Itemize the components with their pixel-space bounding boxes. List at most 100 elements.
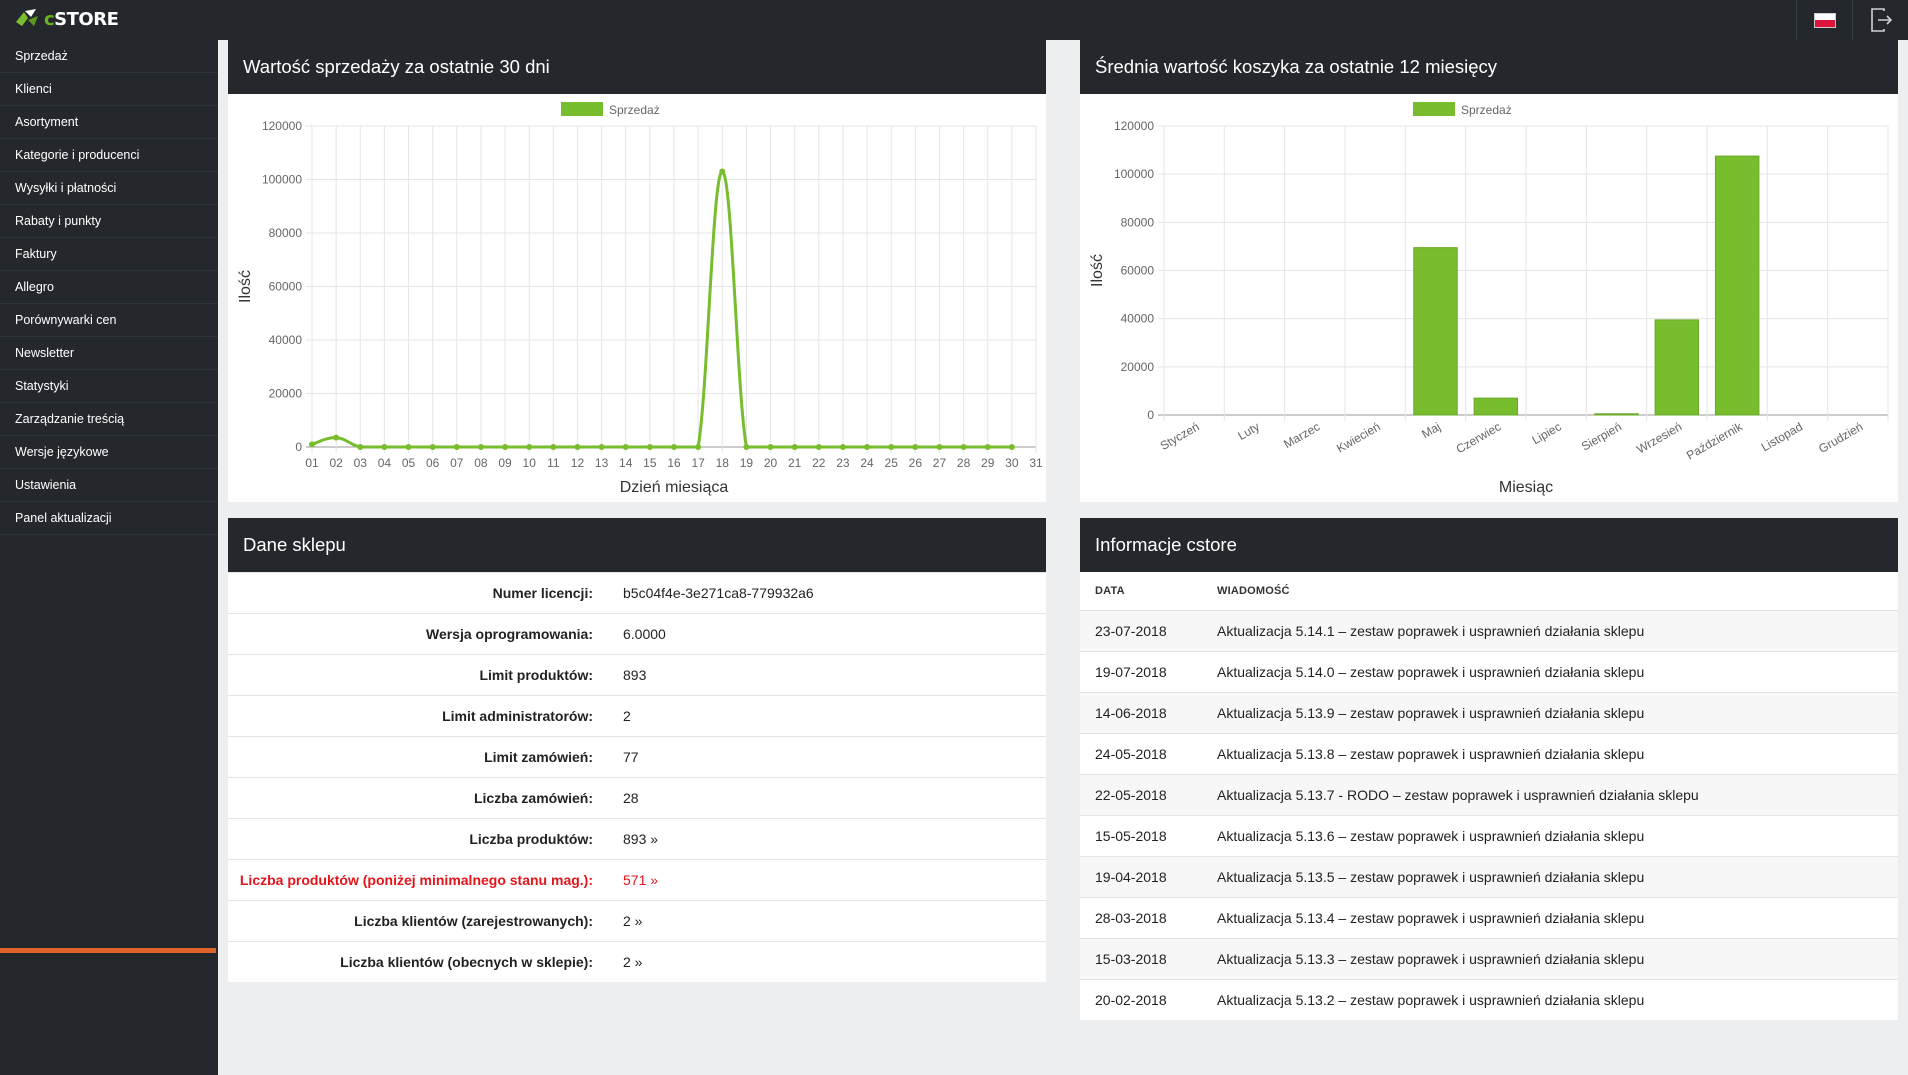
sidebar-item-newsletter[interactable]: Newsletter [0,337,218,370]
sales-x-tick-label: 01 [305,456,319,470]
sales-x-tick-label: 18 [716,456,730,470]
logo[interactable]: cSTORE [14,8,119,30]
sidebar-item-wersje[interactable]: Wersje językowe [0,436,218,469]
sidebar-item-kategorie[interactable]: Kategorie i producenci [0,139,218,172]
news-date: 24-05-2018 [1080,732,1217,774]
basket-bar-chart: 0 20000 40000 60000 80000 100000 120000 Sprzeda… [1089,102,1889,496]
news-row[interactable]: 22-05-2018 Aktualizacja 5.13.7 - RODO – z… [1080,773,1898,815]
basket-y-tick-label: 0 [1147,408,1154,422]
sidebar-item-wysylki[interactable]: Wysyłki i płatności [0,172,218,205]
shop-data-row: Liczba produktów (poniżej minimalnego st… [228,859,1046,901]
news-message[interactable]: Aktualizacja 5.13.4 – zestaw poprawek i … [1217,896,1898,938]
news-date: 19-07-2018 [1080,650,1217,692]
news-message[interactable]: Aktualizacja 5.13.6 – zestaw poprawek i … [1217,814,1898,856]
news-row[interactable]: 23-07-2018 Aktualizacja 5.14.1 – zestaw p… [1080,609,1898,651]
news-row[interactable]: 15-03-2018 Aktualizacja 5.13.3 – zestaw p… [1080,937,1898,979]
shop-data-value[interactable]: 571 » [623,859,1046,901]
shop-data-row: Wersja oprogramowania: 6.0000 [228,613,1046,655]
sales-y-tick-label: 100000 [262,173,302,187]
sales-x-tick-label: 21 [788,456,802,470]
news-message[interactable]: Aktualizacja 5.13.3 – zestaw poprawek i … [1217,937,1898,979]
sales-x-tick-label: 26 [909,456,923,470]
sales-data-point [960,444,967,450]
basket-y-tick-label: 100000 [1114,167,1154,181]
sidebar-item-aktualizacje[interactable]: Panel aktualizacji [0,502,218,535]
news-col-message: WIADOMOŚĆ [1217,584,1290,597]
sales-x-tick-label: 25 [885,456,899,470]
news-row[interactable]: 14-06-2018 Aktualizacja 5.13.9 – zestaw p… [1080,691,1898,733]
news-row[interactable]: 15-05-2018 Aktualizacja 5.13.6 – zestaw p… [1080,814,1898,856]
sales-y-tick-label: 60000 [269,280,303,294]
shop-data-label: Liczba produktów: [228,818,623,860]
news-row[interactable]: 20-02-2018 Aktualizacja 5.13.2 – zestaw p… [1080,978,1898,1020]
sales-data-point [550,444,557,450]
shop-data-row: Limit produktów: 893 [228,654,1046,696]
basket-y-tick-label: 40000 [1121,312,1155,326]
shop-data-row: Liczba klientów (obecnych w sklepie): 2 » [228,941,1046,983]
sidebar-item-porownywarki[interactable]: Porównywarki cen [0,304,218,337]
language-button[interactable] [1796,0,1852,40]
news-date: 15-03-2018 [1080,937,1217,979]
sales-x-tick-label: 27 [933,456,947,470]
news-header-row: DATA WIADOMOŚĆ [1080,572,1898,610]
sales-data-point [622,444,629,450]
shop-data-label: Limit produktów: [228,654,623,696]
sales-x-tick-label: 09 [498,456,512,470]
sidebar-item-klienci[interactable]: Klienci [0,73,218,106]
news-message[interactable]: Aktualizacja 5.14.1 – zestaw poprawek i … [1217,609,1898,651]
sidebar-item-tresc[interactable]: Zarządzanie treścią [0,403,218,436]
sidebar-item-statystyki[interactable]: Statystyki [0,370,218,403]
news-message[interactable]: Aktualizacja 5.13.7 - RODO – zestaw popr… [1217,773,1898,815]
news-row[interactable]: 19-07-2018 Aktualizacja 5.14.0 – zestaw p… [1080,650,1898,692]
shop-data-row: Liczba produktów: 893 » [228,818,1046,860]
shop-data-value[interactable]: 2 » [623,941,1046,983]
news-message[interactable]: Aktualizacja 5.13.2 – zestaw poprawek i … [1217,978,1898,1020]
shop-data-value[interactable]: 2 » [623,900,1046,942]
sales-line-chart: 0 20000 40000 60000 80000 100000 120000 Sprzeda… [237,102,1043,496]
basket-x-tick-label: Luty [1235,419,1262,442]
news-message[interactable]: Aktualizacja 5.13.5 – zestaw poprawek i … [1217,855,1898,897]
shop-data-table: Numer licencji: b5c04f4e-3e271ca8-779932a… [228,572,1046,983]
sales-data-point [646,444,653,450]
sidebar-item-ustawienia[interactable]: Ustawienia [0,469,218,502]
sidebar-item-rabaty[interactable]: Rabaty i punkty [0,205,218,238]
sales-x-tick-label: 06 [426,456,440,470]
sales-data-point [453,444,460,450]
basket-x-tick-label: Listopad [1759,419,1805,454]
sidebar-item-asortyment[interactable]: Asortyment [0,106,218,139]
sales-x-tick-label: 15 [643,456,657,470]
shop-data-label: Liczba klientów (obecnych w sklepie): [228,941,623,983]
shop-data-label: Liczba klientów (zarejestrowanych): [228,900,623,942]
sales-y-tick-label: 0 [295,440,302,454]
basket-y-tick-label: 120000 [1114,119,1154,133]
sales-data-point [405,444,412,450]
news-message[interactable]: Aktualizacja 5.13.8 – zestaw poprawek i … [1217,732,1898,774]
sales-legend-label: Sprzedaż [609,103,660,117]
sales-chart-title: Wartość sprzedaży za ostatnie 30 dni [228,40,1046,94]
news-message[interactable]: Aktualizacja 5.13.9 – zestaw poprawek i … [1217,691,1898,733]
sales-x-tick-label: 11 [547,456,560,470]
sales-x-tick-label: 19 [740,456,754,470]
basket-bar [1594,413,1639,416]
basket-y-tick-label: 20000 [1121,360,1155,374]
sales-series-line [311,169,1012,449]
news-row[interactable]: 19-04-2018 Aktualizacja 5.13.5 – zestaw p… [1080,855,1898,897]
logout-button[interactable] [1852,0,1908,40]
sales-data-point [984,444,991,450]
shop-data-row: Limit zamówień: 77 [228,736,1046,778]
news-message[interactable]: Aktualizacja 5.14.0 – zestaw poprawek i … [1217,650,1898,692]
sales-data-point [888,444,895,450]
news-date: 22-05-2018 [1080,773,1217,815]
shop-data-value[interactable]: 893 » [623,818,1046,860]
sidebar-item-faktury[interactable]: Faktury [0,238,218,271]
sales-x-tick-label: 02 [329,456,343,470]
sales-x-tick-label: 29 [981,456,995,470]
news-row[interactable]: 28-03-2018 Aktualizacja 5.13.4 – zestaw p… [1080,896,1898,938]
news-date: 28-03-2018 [1080,896,1217,938]
sales-x-tick-label: 10 [523,456,537,470]
basket-bar [1654,319,1700,416]
sidebar-item-allegro[interactable]: Allegro [0,271,218,304]
basket-x-tick-label: Styczeń [1158,419,1202,452]
sidebar-item-sprzedaz[interactable]: Sprzedaż [0,40,218,73]
news-row[interactable]: 24-05-2018 Aktualizacja 5.13.8 – zestaw p… [1080,732,1898,774]
